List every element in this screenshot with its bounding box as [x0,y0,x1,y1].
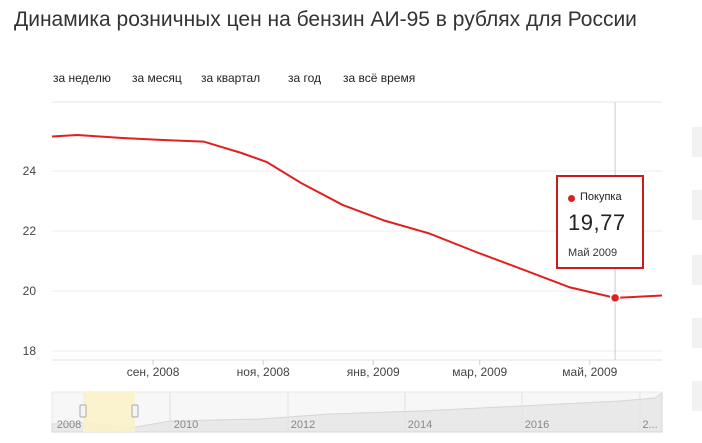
x-tick-label: ноя, 2008 [237,365,290,379]
y-tick-label: 20 [23,284,37,298]
tooltip-value: 19,77 [568,210,626,235]
side-control[interactable] [692,318,702,348]
side-control[interactable] [692,127,702,157]
highlighted-point[interactable] [609,292,621,304]
tooltip: Покупка 19,77 Май 2009 [556,175,644,269]
series-line-pokupka [51,133,663,299]
x-tick-label: янв, 2009 [347,365,400,379]
navigator-handle[interactable] [79,404,87,418]
navigator-year-label: 2014 [408,419,432,431]
navigator-handle[interactable] [131,404,139,418]
period-month-link[interactable]: за месяц [132,71,182,85]
x-axis: сен, 2008 ноя, 2008 янв, 2009 мар, 2009 май,… [127,360,618,379]
period-quarter-link[interactable]: за квартал [201,71,261,85]
navigator-year-label: 2012 [291,419,315,431]
x-tick-label: мар, 2009 [452,365,507,379]
x-tick-label: сен, 2008 [127,365,180,379]
side-control[interactable] [692,190,702,220]
period-week-link[interactable]: за неделю [53,71,111,85]
tooltip-series-name: Покупка [580,191,622,203]
navigator-year-label: 2016 [525,419,549,431]
navigator-year-label: 2010 [174,419,198,431]
x-tick-label: май, 2009 [562,365,617,379]
y-tick-label: 18 [23,344,37,358]
page-title: Динамика розничных цен на бензин АИ-95 в… [14,8,637,31]
navigator[interactable]: 2008 2010 2012 2014 2016 2... [51,391,663,433]
y-axis: 18 20 22 24 [23,164,37,358]
side-control[interactable] [692,381,702,411]
period-year-link[interactable]: за год [288,71,322,85]
y-tick-label: 22 [23,224,37,238]
tooltip-date: Май 2009 [568,247,618,259]
period-all-time-link[interactable]: за всё время [343,71,416,85]
navigator-selection[interactable] [83,392,135,432]
navigator-year-label: 2008 [57,419,81,431]
side-control[interactable] [692,255,702,285]
tooltip-series-marker [568,195,575,202]
y-tick-label: 24 [23,164,37,178]
navigator-year-label: 2... [642,419,657,431]
